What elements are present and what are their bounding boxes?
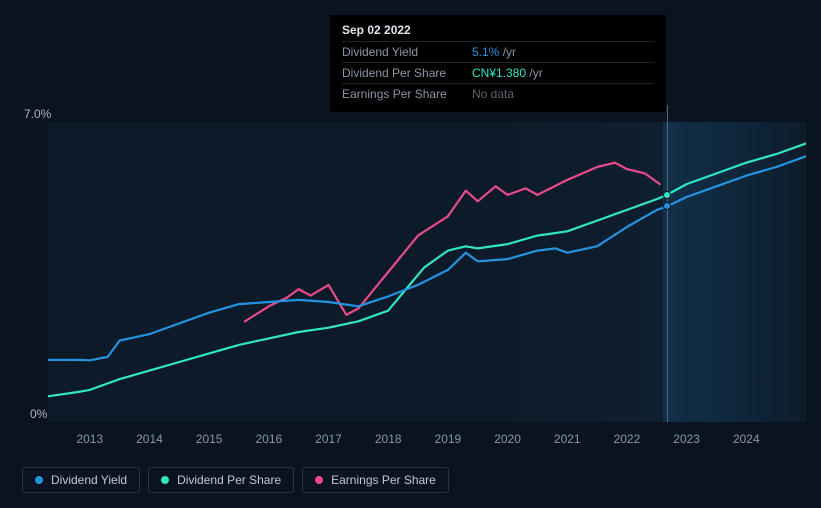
x-tick-label: 2017 — [315, 432, 342, 446]
x-tick-label: 2018 — [375, 432, 402, 446]
x-tick-label: 2023 — [673, 432, 700, 446]
tooltip-row-value: 5.1% /yr — [472, 45, 516, 59]
x-tick-label: 2015 — [196, 432, 223, 446]
x-tick-label: 2016 — [255, 432, 282, 446]
legend-dot-icon — [161, 476, 169, 484]
yaxis-min-label: 0% — [30, 407, 47, 421]
x-tick-label: 2019 — [435, 432, 462, 446]
legend-earnings-per-share[interactable]: Earnings Per Share — [302, 467, 449, 493]
x-tick-label: 2022 — [614, 432, 641, 446]
x-tick-label: 2020 — [494, 432, 521, 446]
tooltip-row-label: Dividend Per Share — [342, 66, 472, 80]
x-tick-label: 2021 — [554, 432, 581, 446]
tooltip-row: Earnings Per ShareNo data — [342, 83, 654, 104]
chart-area[interactable] — [48, 122, 806, 422]
x-tick-label: 2024 — [733, 432, 760, 446]
legend-dividend-per-share[interactable]: Dividend Per Share — [148, 467, 294, 493]
tooltip-row-label: Dividend Yield — [342, 45, 472, 59]
tooltip-row-label: Earnings Per Share — [342, 87, 472, 101]
legend-label: Dividend Per Share — [177, 473, 281, 487]
x-tick-label: 2013 — [76, 432, 103, 446]
tooltip-date: Sep 02 2022 — [342, 23, 654, 41]
legend-dot-icon — [35, 476, 43, 484]
line-dividend-per-share — [48, 143, 806, 396]
yaxis-max-label: 7.0% — [24, 107, 51, 121]
tooltip-row: Dividend Per ShareCN¥1.380 /yr — [342, 62, 654, 83]
legend-dot-icon — [315, 476, 323, 484]
line-dividend-yield — [48, 156, 806, 360]
legend-label: Dividend Yield — [51, 473, 127, 487]
x-axis: 2013 2014 2015 2016 2017 2018 2019 2020 2021 2022… — [48, 432, 806, 452]
legend-dividend-yield[interactable]: Dividend Yield — [22, 467, 140, 493]
legend-label: Earnings Per Share — [331, 473, 436, 487]
legend: Dividend Yield Dividend Per Share Earnings… — [22, 467, 449, 493]
chart-marker — [663, 191, 671, 199]
x-tick-label: 2014 — [136, 432, 163, 446]
tooltip-row-value: CN¥1.380 /yr — [472, 66, 543, 80]
line-earnings-per-share — [245, 163, 660, 322]
chart-marker — [663, 202, 671, 210]
chart-svg — [48, 122, 806, 422]
tooltip-row: Dividend Yield5.1% /yr — [342, 41, 654, 62]
tooltip-row-value: No data — [472, 87, 514, 101]
tooltip-panel: Sep 02 2022 Dividend Yield5.1% /yrDivide… — [330, 15, 666, 112]
